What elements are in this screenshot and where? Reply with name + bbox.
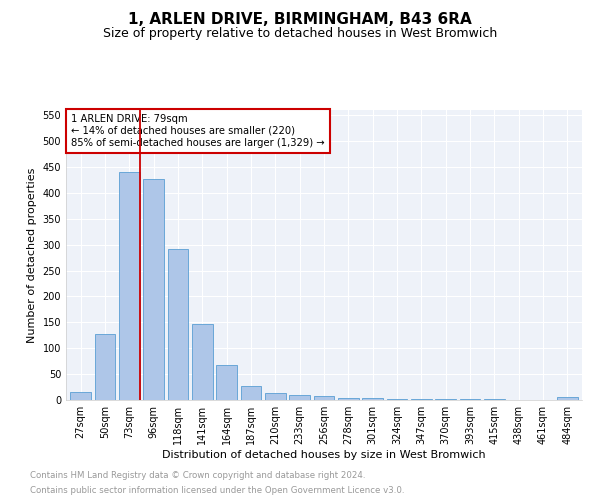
Bar [167, 250, 188, 400]
Text: Size of property relative to detached houses in West Bromwich: Size of property relative to detached ho… [103, 28, 497, 40]
Bar [314, 396, 334, 400]
Bar [70, 392, 91, 400]
Bar [265, 394, 286, 400]
Bar [192, 324, 212, 400]
Text: Contains public sector information licensed under the Open Government Licence v3: Contains public sector information licen… [30, 486, 404, 495]
Bar [119, 172, 140, 400]
Y-axis label: Number of detached properties: Number of detached properties [27, 168, 37, 342]
Bar [289, 395, 310, 400]
Bar [216, 366, 237, 400]
Text: 1, ARLEN DRIVE, BIRMINGHAM, B43 6RA: 1, ARLEN DRIVE, BIRMINGHAM, B43 6RA [128, 12, 472, 28]
Bar [557, 398, 578, 400]
Bar [386, 399, 407, 400]
Text: 1 ARLEN DRIVE: 79sqm
← 14% of detached houses are smaller (220)
85% of semi-deta: 1 ARLEN DRIVE: 79sqm ← 14% of detached h… [71, 114, 325, 148]
Text: Contains HM Land Registry data © Crown copyright and database right 2024.: Contains HM Land Registry data © Crown c… [30, 471, 365, 480]
Bar [241, 386, 262, 400]
Bar [95, 334, 115, 400]
Bar [362, 398, 383, 400]
X-axis label: Distribution of detached houses by size in West Bromwich: Distribution of detached houses by size … [162, 450, 486, 460]
Bar [143, 179, 164, 400]
Bar [338, 398, 359, 400]
